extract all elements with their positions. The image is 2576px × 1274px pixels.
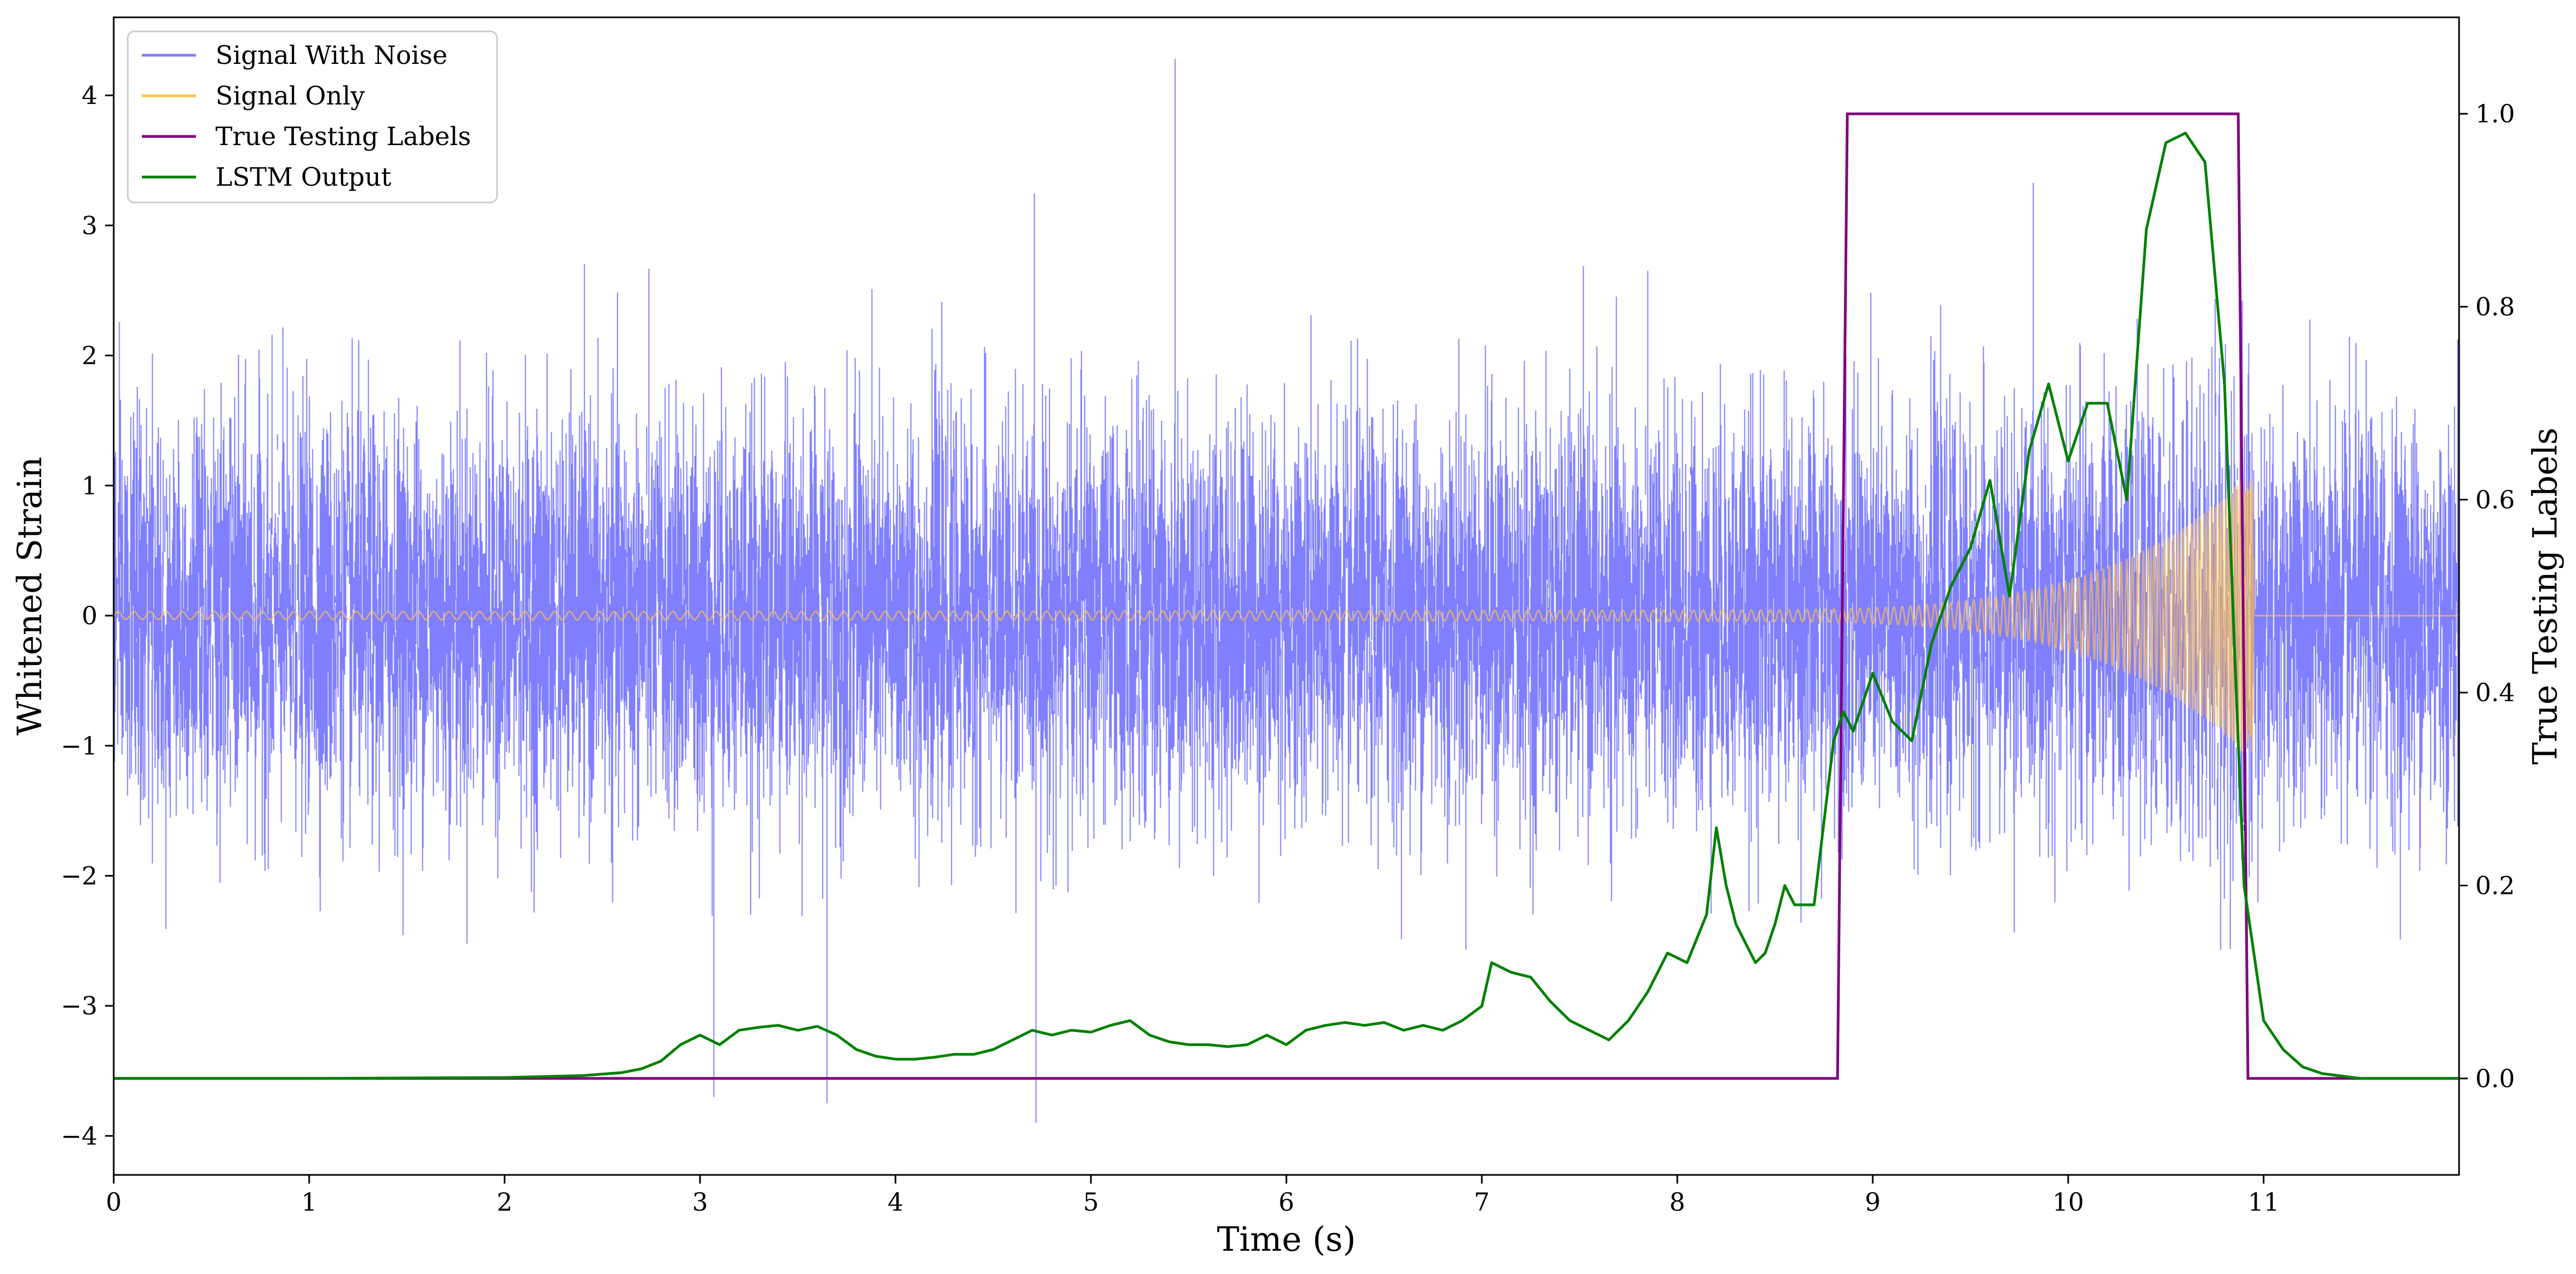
x-tick-label: 6 (1278, 1187, 1294, 1217)
x-tick-label: 8 (1669, 1187, 1685, 1217)
y-right-tick-label: 1.0 (2475, 99, 2515, 128)
x-tick-label: 5 (1083, 1187, 1099, 1217)
series-true-testing-labels (114, 112, 2459, 1080)
y-left-tick-label: −4 (61, 1121, 97, 1151)
y-axis-left: −4 −3 −2 −1 0 1 2 3 4 (61, 81, 114, 1151)
y-axis-right: 0.0 0.2 0.4 0.6 0.8 1.0 (2459, 99, 2515, 1093)
x-axis: 0 1 2 3 4 5 6 7 8 9 10 11 (106, 1175, 2279, 1217)
y-left-tick-label: 4 (82, 81, 97, 110)
y-right-tick-label: 0.0 (2475, 1064, 2515, 1093)
x-tick-label: 1 (301, 1187, 317, 1217)
x-tick-label: 4 (887, 1187, 903, 1217)
y-left-tick-label: −3 (61, 991, 97, 1021)
y-axis-right-title: True Testing Labels (2525, 428, 2565, 765)
x-tick-label: 10 (2052, 1187, 2084, 1217)
y-right-tick-label: 0.8 (2475, 292, 2515, 322)
y-right-tick-label: 0.2 (2475, 871, 2515, 900)
y-right-tick-label: 0.6 (2475, 485, 2515, 514)
legend-box (127, 30, 498, 204)
plot-series-layer (114, 58, 2459, 1123)
legend-label-signal-only: Signal Only (215, 81, 365, 111)
legend-label-true-testing-labels: True Testing Labels (215, 122, 471, 152)
y-axis-left-title: Whitened Strain (10, 457, 49, 736)
series-lstm-output (114, 132, 2459, 1080)
x-tick-label: 9 (1865, 1187, 1880, 1217)
x-tick-label: 2 (496, 1187, 512, 1217)
legend-label-signal-with-noise: Signal With Noise (215, 41, 448, 70)
y-left-tick-label: 3 (82, 211, 97, 240)
legend: Signal With Noise Signal Only True Testi… (127, 30, 498, 204)
x-tick-label: 3 (692, 1187, 708, 1217)
x-axis-title: Time (s) (1217, 1219, 1356, 1259)
x-tick-label: 11 (2248, 1187, 2280, 1217)
y-left-tick-label: −1 (61, 731, 97, 760)
x-tick-label: 7 (1474, 1187, 1489, 1217)
legend-label-lstm-output: LSTM Output (215, 162, 391, 192)
x-tick-label: 0 (106, 1187, 121, 1217)
series-signal-only (114, 479, 2459, 753)
y-left-tick-label: −2 (61, 861, 97, 890)
y-left-tick-label: 0 (82, 601, 97, 630)
y-left-tick-label: 2 (82, 341, 97, 370)
y-right-tick-label: 0.4 (2475, 678, 2515, 707)
y-left-tick-label: 1 (82, 471, 97, 500)
